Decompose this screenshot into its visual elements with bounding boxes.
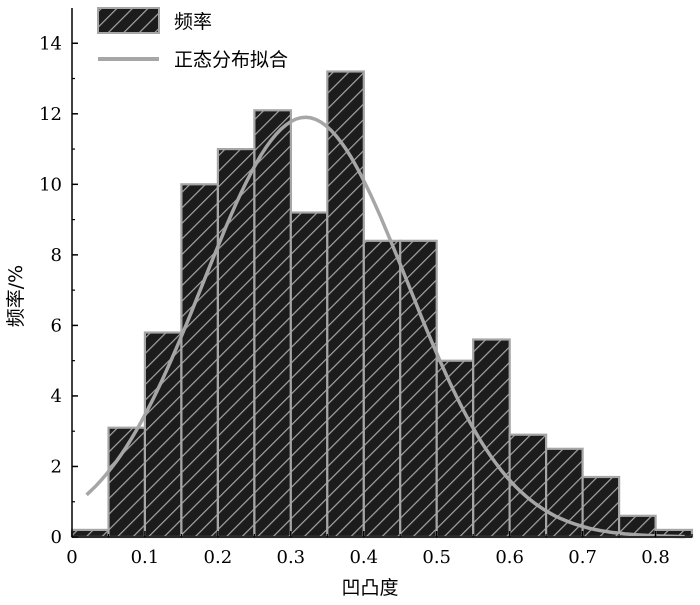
bar-series [70, 70, 694, 539]
x-tick-label: 0.8 [641, 547, 670, 568]
x-tick-label: 0.7 [568, 547, 597, 568]
bar [362, 239, 402, 539]
x-tick-label: 0.1 [131, 547, 160, 568]
x-tick-labels: 0 0.1 0.2 0.3 0.4 0.5 0.6 0.7 0.8 [66, 547, 670, 568]
bar [326, 70, 365, 539]
legend-label-fit: 正态分布拟合 [174, 49, 288, 71]
legend-label-histogram: 频率 [174, 11, 212, 33]
bar [143, 331, 183, 539]
bar [253, 109, 292, 539]
legend-swatch-histogram [97, 7, 160, 34]
bar [581, 475, 621, 539]
x-tick-label: 0 [66, 547, 77, 568]
bar [70, 528, 110, 539]
bar [180, 183, 219, 539]
y-tick-label: 12 [39, 104, 62, 125]
axes [71, 8, 693, 538]
y-tick-label: 4 [51, 386, 62, 407]
y-tick-labels: 0 2 4 6 8 10 12 14 [39, 33, 62, 548]
x-tick-label: 0.4 [349, 547, 378, 568]
bar [216, 148, 256, 539]
y-tick-label: 10 [39, 174, 62, 195]
y-tick-label: 0 [51, 527, 62, 548]
bar [435, 359, 475, 539]
y-tick-label: 8 [51, 245, 62, 266]
normal-fit-line [85, 115, 685, 539]
x-tick-label: 0.6 [495, 547, 524, 568]
x-axis-title: 凹凸度 [341, 577, 398, 599]
x-tick-label: 0.2 [204, 547, 233, 568]
legend: 频率 正态分布拟合 [97, 7, 288, 71]
y-tick-label: 14 [39, 33, 62, 54]
x-tick-label: 0.5 [422, 547, 451, 568]
y-tick-label: 6 [51, 315, 62, 336]
bar [399, 239, 438, 539]
bar [289, 211, 329, 539]
x-tick-label: 0.3 [277, 547, 306, 568]
y-axis-title: 频率/% [5, 265, 27, 327]
y-tick-label: 2 [51, 456, 62, 477]
